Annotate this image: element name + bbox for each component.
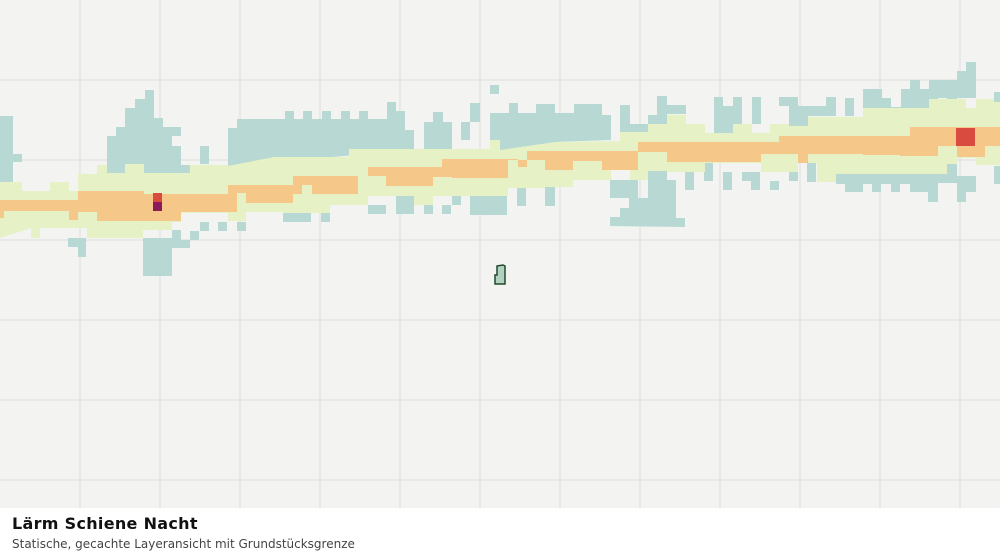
map-title: Lärm Schiene Nacht bbox=[12, 514, 198, 533]
parcel-boundary[interactable] bbox=[494, 264, 506, 285]
noise-very-high bbox=[956, 128, 975, 146]
noise-very-high bbox=[153, 193, 162, 202]
noise-high-band bbox=[0, 127, 1000, 221]
noise-extreme bbox=[153, 202, 162, 211]
noise-low-teal bbox=[0, 62, 1000, 276]
caption: Lärm Schiene Nacht Statische, gecachte L… bbox=[12, 514, 355, 551]
map bbox=[0, 0, 1000, 508]
map-subtitle: Statische, gecachte Layeransicht mit Gru… bbox=[12, 537, 355, 551]
